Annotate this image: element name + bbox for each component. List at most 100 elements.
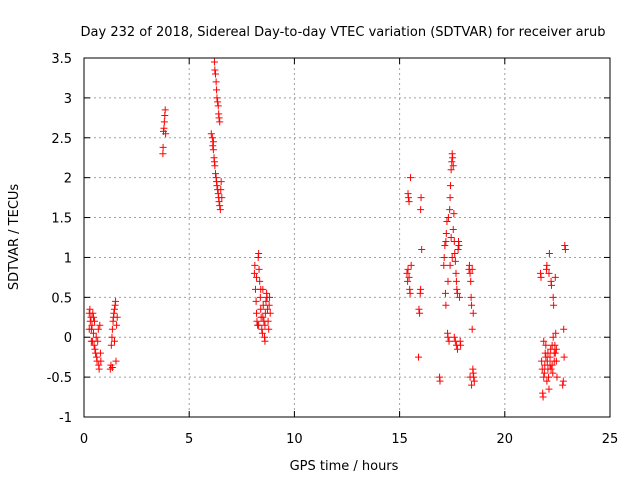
data-point [542,341,550,349]
data-point [546,361,554,369]
data-point [468,381,476,389]
data-point [469,309,477,317]
data-point [450,210,458,218]
data-point [255,265,263,273]
data-point [91,345,99,353]
data-point [553,373,561,381]
data-point [265,301,273,309]
data-point [545,373,553,381]
data-point [551,349,559,357]
x-tick-label: 20 [497,432,514,447]
data-point [455,241,463,249]
data-point [112,297,120,305]
data-point [443,218,451,226]
y-tick-label: 0 [64,331,72,346]
data-point [418,245,426,253]
data-point [552,345,560,353]
data-point [447,234,455,241]
x-tick-label: 15 [391,432,408,447]
plot-frame [83,57,611,418]
data-point [542,353,550,361]
data-point [215,198,223,206]
data-point [257,285,265,293]
y-tick-label: 1 [64,251,72,266]
data-point [451,249,459,257]
data-point [466,269,474,277]
data-point [216,206,224,214]
data-point [447,182,455,190]
data-point [468,325,476,333]
data-point [217,178,225,186]
data-point [537,273,545,281]
data-point [89,309,97,317]
data-point [543,377,551,385]
data-point [468,301,476,309]
grid [84,58,610,417]
data-point [417,285,425,293]
data-point [559,377,567,385]
data-point [446,206,454,214]
data-point [96,321,104,329]
data-point [207,130,215,138]
data-point [91,317,99,325]
data-point [451,337,459,345]
data-point [266,293,274,301]
data-point [560,325,568,333]
data-point [450,333,458,341]
data-point [549,333,557,341]
data-point [258,325,266,333]
data-point [96,349,104,357]
data-point [265,325,273,333]
data-point [90,341,98,349]
data-point [559,381,567,389]
data-point [250,269,258,277]
data-point [548,341,556,349]
data-point [440,261,448,269]
data-point [446,194,454,202]
data-point [160,118,168,126]
data-point [444,277,452,285]
data-point [407,174,415,182]
data-point [445,337,453,345]
data-point [549,369,557,377]
axis-ticks [83,57,611,418]
data-point [552,329,560,337]
data-point [161,106,169,114]
data-point [465,261,473,269]
y-tick-label: 2.5 [51,132,72,147]
data-point [210,158,218,166]
data-point [108,364,116,372]
data-point [213,86,221,94]
data-point [210,58,218,66]
data-point [561,245,569,253]
data-point [209,142,217,150]
tick-labels: 0 5 10 15 20 25 -1 -0.5 0 0.5 1 1.5 2 2.5 3 3.5 [47,52,619,447]
data-point [259,301,267,309]
data-point [262,297,270,305]
data-point [256,293,264,301]
data-point [404,265,412,273]
x-tick-label: 0 [80,432,88,447]
x-tick-label: 10 [286,432,303,447]
data-point [551,273,559,281]
data-point [253,317,261,325]
data-point [107,341,115,349]
data-point [466,373,474,381]
data-point [113,313,121,321]
data-point [216,118,224,126]
data-point [211,66,219,74]
data-point [251,261,259,269]
data-point [95,365,103,373]
data-point [405,273,413,281]
data-point [253,309,261,317]
data-point [218,194,226,202]
data-point [543,261,551,269]
data-point [92,333,100,341]
data-point [416,309,424,317]
data-points [85,58,569,401]
data-point [108,333,116,341]
data-point [417,194,425,202]
data-point [208,134,216,142]
data-point [442,230,450,238]
x-axis-label: GPS time / hours [290,459,399,474]
